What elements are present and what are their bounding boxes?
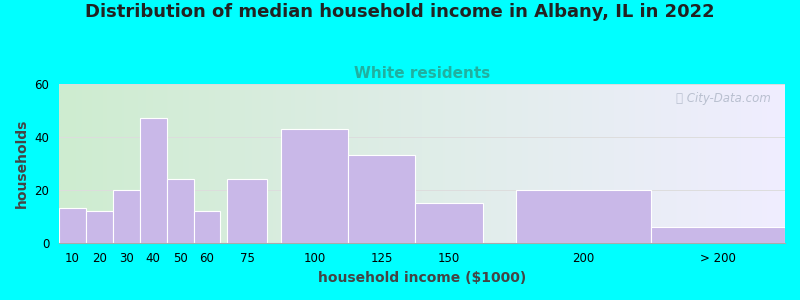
Bar [166,179,194,243]
Bar [516,190,650,243]
Bar [59,208,86,243]
Bar [140,118,166,243]
Title: White residents: White residents [354,66,490,81]
X-axis label: household income ($1000): household income ($1000) [318,271,526,285]
Bar [113,190,140,243]
Bar [86,211,113,243]
Text: Distribution of median household income in Albany, IL in 2022: Distribution of median household income … [85,3,715,21]
Bar [348,155,415,243]
Bar [227,179,267,243]
Y-axis label: households: households [15,119,29,208]
Text: Ⓢ City-Data.com: Ⓢ City-Data.com [676,92,770,105]
Bar [650,227,785,243]
Bar [194,211,221,243]
Bar [281,129,348,243]
Bar [415,203,482,243]
